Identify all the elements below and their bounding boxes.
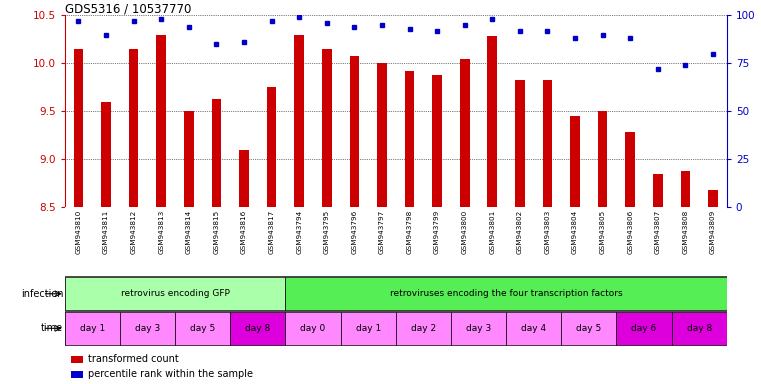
Text: infection: infection [21,289,63,299]
Bar [671,312,727,345]
Text: day 3: day 3 [135,324,160,333]
Text: GSM943809: GSM943809 [710,209,716,254]
Bar [377,63,387,207]
Bar [285,277,727,310]
Text: GSM943808: GSM943808 [683,209,689,254]
Text: GSM943804: GSM943804 [572,209,578,254]
Text: GSM943812: GSM943812 [131,209,137,254]
Bar [543,80,552,207]
Bar [653,174,663,207]
Text: day 5: day 5 [576,324,601,333]
Text: day 1: day 1 [355,324,380,333]
Bar [626,132,635,207]
Bar [515,80,524,207]
Text: day 0: day 0 [301,324,326,333]
Text: GSM943813: GSM943813 [158,209,164,254]
Text: GSM943800: GSM943800 [462,209,468,254]
Bar [239,150,249,207]
Text: GSM943816: GSM943816 [241,209,247,254]
Text: GSM943797: GSM943797 [379,209,385,254]
Text: GSM943798: GSM943798 [406,209,412,254]
Bar [506,312,561,345]
Text: GSM943806: GSM943806 [627,209,633,254]
Text: day 8: day 8 [686,324,712,333]
Text: GSM943803: GSM943803 [544,209,550,254]
Text: day 2: day 2 [411,324,436,333]
Bar [101,102,111,207]
Text: retrovirus encoding GFP: retrovirus encoding GFP [120,289,230,298]
Text: day 3: day 3 [466,324,491,333]
Bar [680,171,690,207]
Bar [230,312,285,345]
Bar [598,111,607,207]
Text: GSM943795: GSM943795 [323,209,330,254]
Text: day 5: day 5 [190,324,215,333]
Bar [708,190,718,207]
Text: GSM943802: GSM943802 [517,209,523,254]
Bar [322,49,332,207]
Bar [212,99,221,207]
Text: GSM943815: GSM943815 [213,209,219,254]
Text: time: time [41,323,63,333]
Bar [460,58,470,207]
Text: transformed count: transformed count [88,354,179,364]
Text: day 1: day 1 [80,324,105,333]
Text: GSM943807: GSM943807 [654,209,661,254]
Bar [74,49,83,207]
Bar [72,356,83,362]
Bar [157,35,166,207]
Text: day 8: day 8 [245,324,270,333]
Text: GSM943810: GSM943810 [75,209,81,254]
Text: retroviruses encoding the four transcription factors: retroviruses encoding the four transcrip… [390,289,622,298]
Bar [341,312,396,345]
Text: percentile rank within the sample: percentile rank within the sample [88,369,253,379]
Bar [120,312,175,345]
Bar [129,49,139,207]
Text: GDS5316 / 10537770: GDS5316 / 10537770 [65,2,191,15]
Text: day 4: day 4 [521,324,546,333]
Bar [616,312,671,345]
Text: GSM943796: GSM943796 [352,209,358,254]
Bar [405,71,414,207]
Bar [349,56,359,207]
Bar [175,312,230,345]
Text: GSM943811: GSM943811 [103,209,109,254]
Bar [65,277,285,310]
Bar [451,312,506,345]
Bar [184,111,193,207]
Text: GSM943794: GSM943794 [296,209,302,254]
Bar [432,75,442,207]
Bar [295,35,304,207]
Bar [561,312,616,345]
Text: GSM943801: GSM943801 [489,209,495,254]
Text: GSM943799: GSM943799 [434,209,440,254]
Text: GSM943817: GSM943817 [269,209,275,254]
Bar [267,88,276,207]
Bar [285,312,341,345]
Bar [72,371,83,378]
Bar [570,116,580,207]
Text: GSM943805: GSM943805 [600,209,606,254]
Bar [396,312,451,345]
Text: GSM943814: GSM943814 [186,209,192,254]
Bar [488,36,497,207]
Bar [65,312,119,345]
Text: day 6: day 6 [632,324,657,333]
